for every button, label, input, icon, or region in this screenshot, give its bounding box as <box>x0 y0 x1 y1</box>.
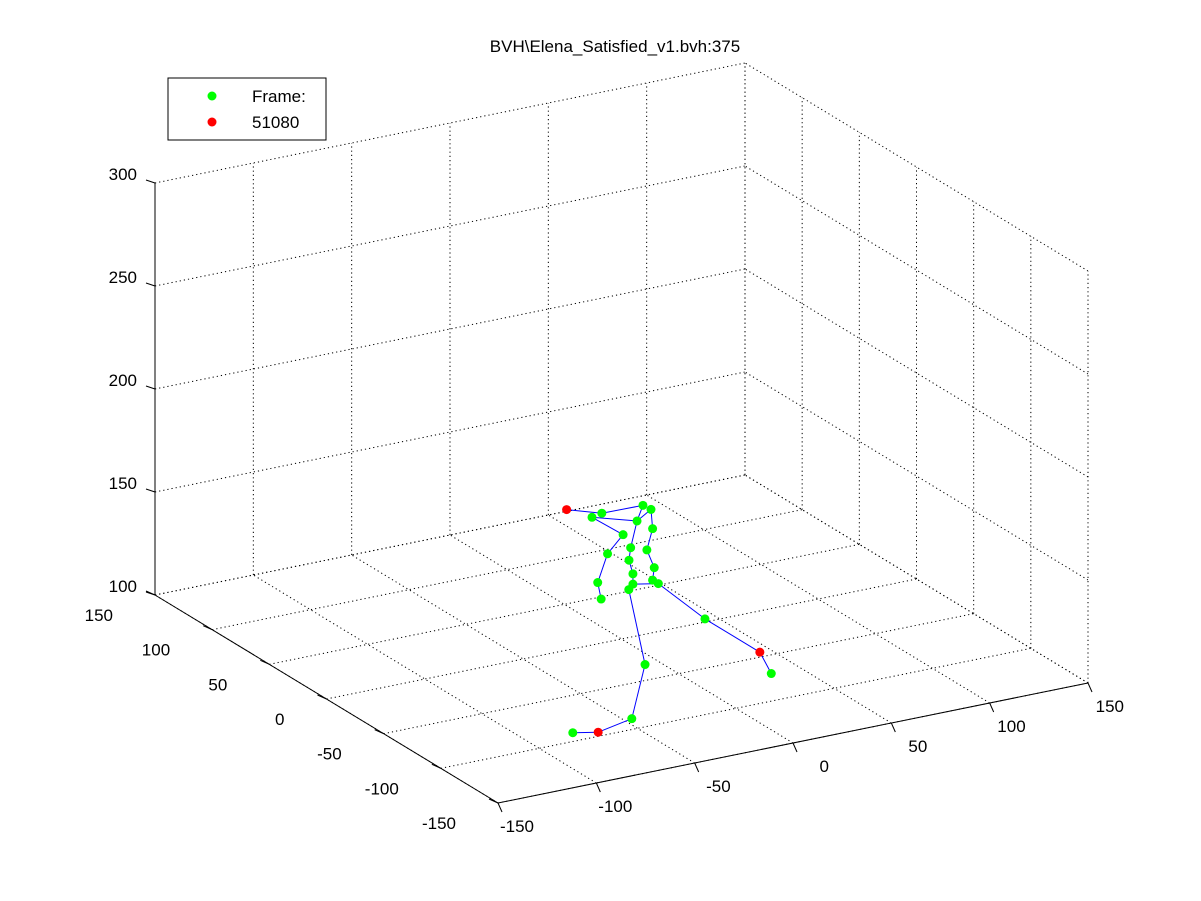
x-tick-mark <box>497 802 503 813</box>
y-tick-mark <box>374 729 384 735</box>
chart-title: BVH\Elena_Satisfied_v1.bvh:375 <box>490 37 740 56</box>
joint-wrist_r <box>649 563 659 573</box>
bone-hip_l-knee_l <box>628 589 646 665</box>
legend-marker-frame <box>207 91 217 101</box>
x-tick-mark <box>694 762 700 773</box>
joint-neck <box>632 516 642 526</box>
bone-chest-neck <box>630 520 638 548</box>
bone-elbow_l-wrist_l <box>597 553 609 583</box>
joint-hand_l <box>596 594 606 604</box>
x-tick-label: 100 <box>997 717 1025 736</box>
legend-label-frame: Frame: <box>252 87 306 106</box>
z-tick-mark <box>145 488 156 493</box>
joint-clav_l <box>587 512 597 522</box>
y-tick-label: 0 <box>275 710 284 729</box>
x-tick-label: -50 <box>706 777 731 796</box>
joint-toe_l_tip <box>568 728 578 738</box>
joint-shoulder_l <box>618 530 628 540</box>
y-tick-label: 100 <box>142 641 170 660</box>
bone-knee_r-ankle_r <box>704 618 761 653</box>
y-tick-mark <box>488 798 499 804</box>
bone-face-head_top <box>566 509 602 514</box>
joint-hip_l <box>624 585 634 595</box>
joint-elbow_r <box>642 545 652 555</box>
x-tick-label: 0 <box>820 757 829 776</box>
y-tick-label: 150 <box>85 606 113 625</box>
z-tick-label: 100 <box>109 577 137 596</box>
y-tick-mark <box>431 763 442 769</box>
joint-chest <box>626 543 636 553</box>
joint-hand_r <box>648 575 658 585</box>
joint-elbow_l <box>603 549 613 559</box>
z-tick-mark <box>145 282 156 287</box>
x-tick-mark <box>595 782 601 793</box>
x-tick-label: 150 <box>1096 697 1124 716</box>
joint-toe_r <box>766 669 776 679</box>
bone-head-face <box>601 504 644 514</box>
x-tick-mark <box>1087 682 1093 693</box>
z-tick-label: 250 <box>109 268 137 287</box>
y-tick-label: -150 <box>422 814 456 833</box>
legend-label-number: 51080 <box>252 113 299 132</box>
z-tick-mark <box>145 591 156 596</box>
bone-neck-clav_l <box>591 516 638 522</box>
joint-knee_l <box>640 660 650 670</box>
joint-face <box>597 508 607 518</box>
joint-spine2 <box>624 555 634 565</box>
bone-clav_l-shoulder_l <box>591 516 624 536</box>
bone-knee_l-ankle_l <box>631 664 646 719</box>
y-tick-mark <box>202 625 213 631</box>
legend: Frame: 51080 <box>167 77 327 141</box>
tick-labels: -150 -100 -50 0 50 100 150 -150 -100 -50 0 50 100 150… <box>85 165 1124 836</box>
y-tick-label: 50 <box>208 675 227 694</box>
joint-head_top <box>562 505 572 515</box>
x-tick-label: -150 <box>500 817 534 836</box>
legend-box <box>167 77 327 141</box>
joint-clav_r <box>646 504 656 514</box>
bone-ankle_l-toe_l <box>597 718 632 733</box>
x-tick-label: -100 <box>598 797 632 816</box>
y-tick-label: -50 <box>317 745 342 764</box>
joint-shoulder_r <box>648 524 658 534</box>
joint-head <box>638 500 648 510</box>
joint-toe_l <box>593 727 603 737</box>
x-tick-mark <box>792 742 798 753</box>
z-tick-mark <box>145 385 156 390</box>
z-tick-mark <box>145 179 156 184</box>
x-tick-mark <box>989 702 995 713</box>
y-tick-mark <box>260 659 270 665</box>
skeleton-joints <box>562 500 776 738</box>
joint-ankle_r <box>755 647 765 657</box>
joint-ankle_l <box>627 714 637 724</box>
joint-wrist_l <box>593 578 603 588</box>
bone-hip_r-knee_r <box>658 583 706 620</box>
x-tick-mark <box>890 722 896 733</box>
z-tick-label: 300 <box>109 165 137 184</box>
y-tick-mark <box>317 694 327 700</box>
z-tick-label: 150 <box>109 474 137 493</box>
axes <box>145 179 1093 813</box>
joint-knee_r <box>700 614 710 624</box>
x-tick-label: 50 <box>908 737 927 756</box>
z-tick-label: 200 <box>109 371 137 390</box>
joint-spine1 <box>628 569 638 579</box>
y-tick-label: -100 <box>365 779 399 798</box>
legend-marker-number <box>207 117 217 127</box>
